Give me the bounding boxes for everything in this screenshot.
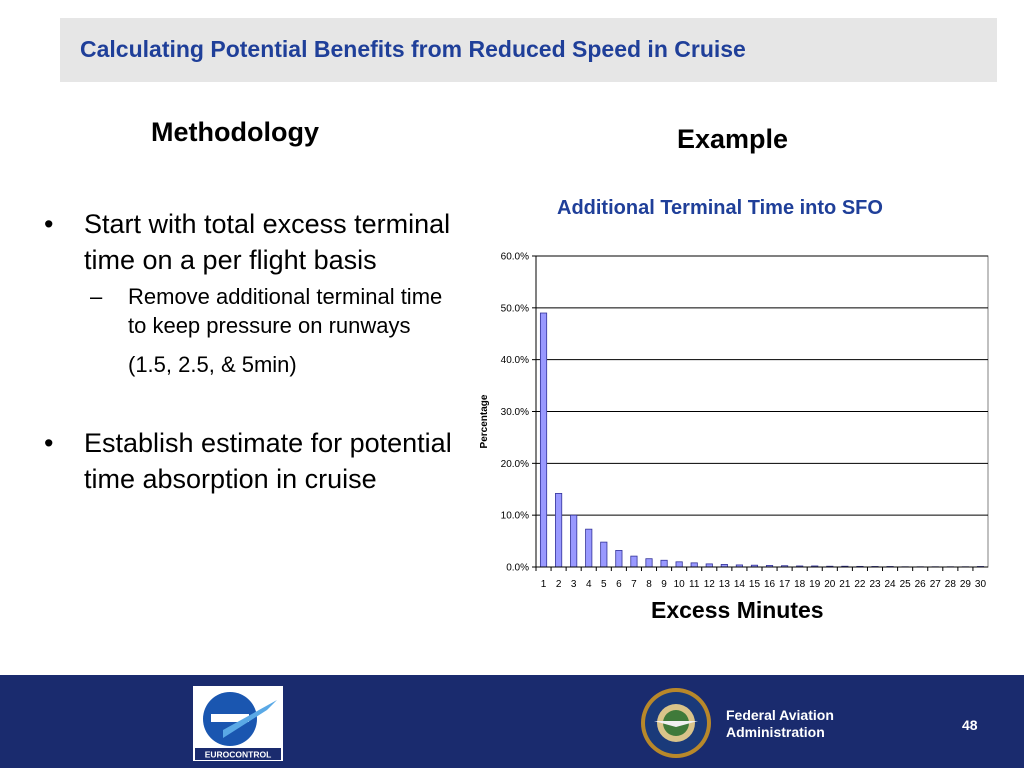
- x-tick-label: 13: [719, 579, 731, 590]
- y-tick-label: 20.0%: [501, 459, 529, 470]
- bar: [585, 528, 593, 568]
- eurocontrol-logo: EUROCONTROL: [193, 686, 283, 761]
- eurocontrol-emblem-icon: EUROCONTROL: [195, 692, 281, 760]
- y-tick-label: 0.0%: [506, 563, 529, 574]
- y-tick-label: 10.0%: [501, 511, 529, 522]
- bar: [645, 558, 653, 568]
- bar: [600, 541, 608, 568]
- bullet-list: • Start with total excess terminal time …: [44, 206, 464, 497]
- y-tick-label: 30.0%: [501, 407, 529, 418]
- x-tick-label: 30: [975, 579, 987, 590]
- x-tick-label: 17: [779, 579, 791, 590]
- sub-bullet-note: (1.5, 2.5, & 5min): [128, 352, 297, 377]
- x-tick-label: 20: [824, 579, 836, 590]
- x-tick-label: 26: [915, 579, 927, 590]
- bar: [539, 312, 548, 568]
- bullet-item: • Start with total excess terminal time …: [44, 206, 464, 278]
- x-tick-label: 4: [586, 579, 592, 590]
- bar: [660, 559, 668, 568]
- bar: [570, 514, 578, 568]
- x-tick-label: 21: [839, 579, 851, 590]
- slide-title: Calculating Potential Benefits from Redu…: [80, 36, 746, 62]
- y-tick-label: 40.0%: [501, 355, 529, 366]
- x-tick-label: 3: [571, 579, 577, 590]
- x-tick-label: 14: [734, 579, 746, 590]
- chart-title: Additional Terminal Time into SFO: [557, 197, 883, 219]
- bullet-dot: •: [44, 428, 54, 458]
- y-tick-label: 60.0%: [501, 252, 529, 263]
- x-tick-label: 6: [616, 579, 622, 590]
- x-tick-label: 22: [854, 579, 866, 590]
- eurocontrol-label: EUROCONTROL: [205, 750, 272, 760]
- x-tick-label: 29: [960, 579, 972, 590]
- faa-name-line1: Federal Aviation: [726, 707, 834, 723]
- page-number: 48: [962, 717, 978, 733]
- bar: [555, 492, 563, 568]
- x-tick-label: 11: [689, 579, 700, 590]
- methodology-heading: Methodology: [151, 117, 319, 147]
- bar-chart: 0.0%10.0%20.0%30.0%40.0%50.0%60.0%1 2 3 4 5 6…: [479, 252, 989, 590]
- x-tick-label: 10: [674, 579, 686, 590]
- faa-name-line2: Administration: [726, 724, 825, 740]
- x-tick-label: 1: [541, 579, 547, 590]
- x-axis-label: Excess Minutes: [651, 597, 824, 623]
- sub-bullet-text: Remove additional terminal time to keep …: [128, 284, 443, 338]
- footer: EUROCONTROL Federal Aviation Administrat…: [0, 675, 1024, 768]
- x-tick-label: 23: [869, 579, 881, 590]
- sub-bullet-dash: –: [90, 284, 103, 309]
- bullet-text: Establish estimate for potential time ab…: [84, 428, 452, 494]
- x-tick-label: 15: [749, 579, 761, 590]
- x-tick-label: 16: [764, 579, 776, 590]
- bar: [630, 555, 638, 568]
- x-tick-label: 25: [900, 579, 912, 590]
- x-tick-label: 8: [646, 579, 652, 590]
- x-tick-label: 24: [885, 579, 897, 590]
- example-heading: Example: [677, 124, 789, 154]
- title-bar: Calculating Potential Benefits from Redu…: [60, 18, 997, 82]
- y-axis-label: Percentage: [479, 394, 490, 448]
- x-tick-label: 19: [809, 579, 821, 590]
- y-tick-label: 50.0%: [501, 303, 529, 314]
- bullet-dot: •: [44, 209, 54, 239]
- bar: [615, 550, 623, 568]
- faa-seal-icon: [641, 688, 711, 758]
- x-tick-label: 7: [631, 579, 637, 590]
- x-tick-label: 2: [556, 579, 562, 590]
- bullet-text: Start with total excess terminal time on…: [84, 209, 451, 275]
- bar: [690, 562, 698, 568]
- bar: [675, 561, 683, 568]
- x-tick-label: 5: [601, 579, 607, 590]
- faa-name: Federal Aviation Administration: [726, 707, 834, 741]
- x-tick-label: 9: [661, 579, 667, 590]
- bullet-item: • Establish estimate for potential time …: [44, 425, 464, 497]
- x-tick-label: 28: [945, 579, 957, 590]
- x-tick-label: 27: [930, 579, 942, 590]
- x-tick-label: 18: [794, 579, 806, 590]
- x-tick-label: 12: [704, 579, 716, 590]
- sub-bullet-item: – Remove additional terminal time to kee…: [44, 282, 464, 340]
